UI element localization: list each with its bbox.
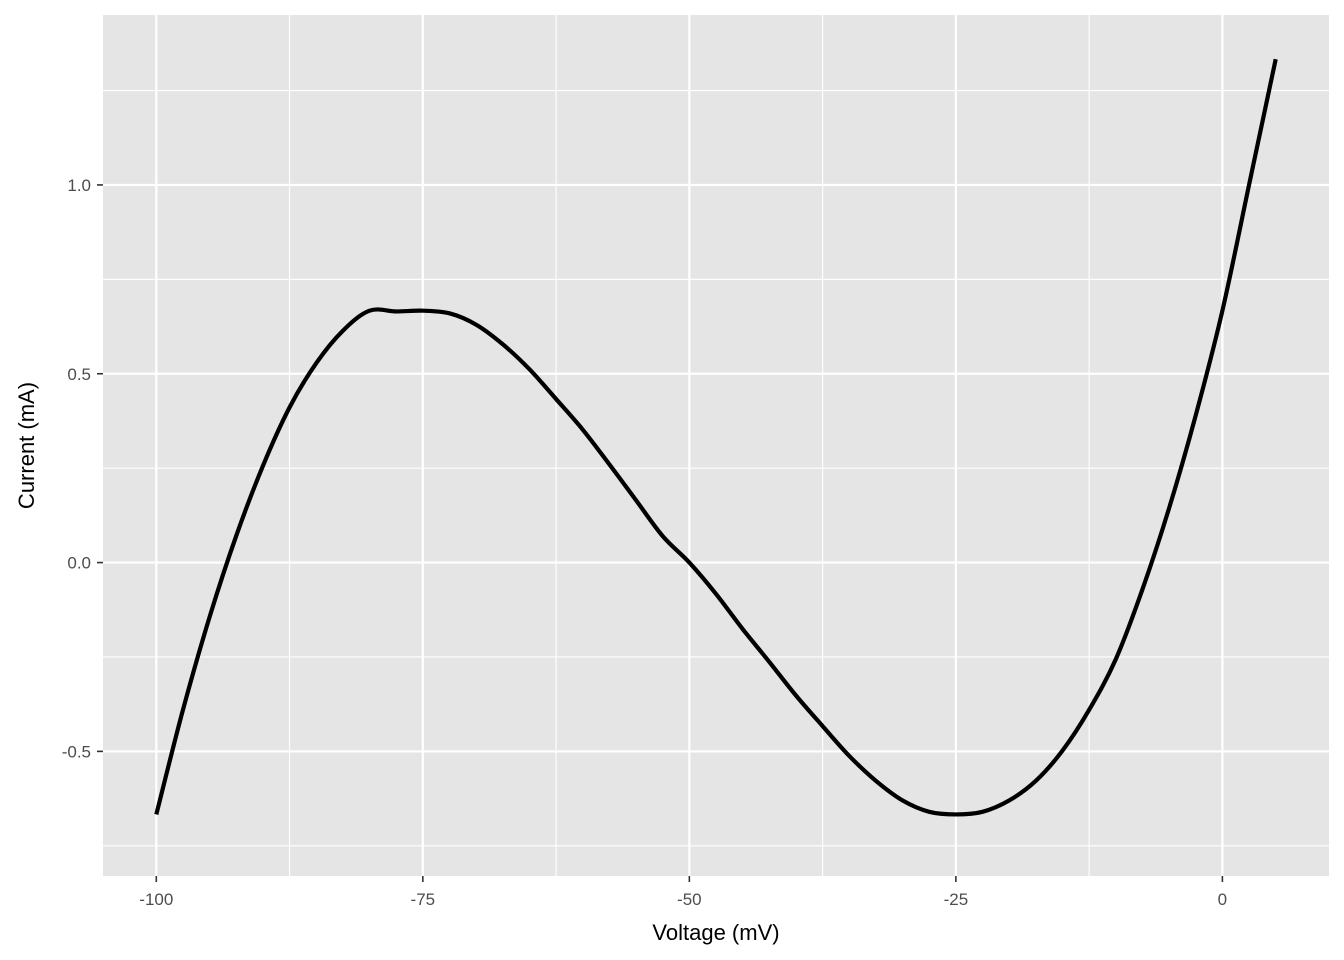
major-gridlines [103,15,1329,876]
y-axis-title: Current (mA) [14,382,39,509]
series-line-0 [154,58,1278,817]
x-tick-label: -100 [139,890,173,909]
series-layer [154,58,1278,817]
x-tick-label: 0 [1218,890,1227,909]
y-tick-label: -0.5 [62,742,91,761]
x-tick-label: -75 [411,890,436,909]
y-tick-label: 0.5 [67,365,91,384]
plot-panel [103,15,1329,876]
y-tick-label: 1.0 [67,176,91,195]
minor-gridlines [103,15,1329,876]
x-axis-ticks: -100 -75 -50 -25 0 [139,876,1227,909]
x-tick-label: -50 [677,890,702,909]
x-tick-label: -25 [944,890,969,909]
x-axis-title: Voltage (mV) [652,920,779,945]
y-axis-ticks: -0.5 0.0 0.5 1.0 [62,176,103,761]
y-tick-label: 0.0 [67,554,91,573]
